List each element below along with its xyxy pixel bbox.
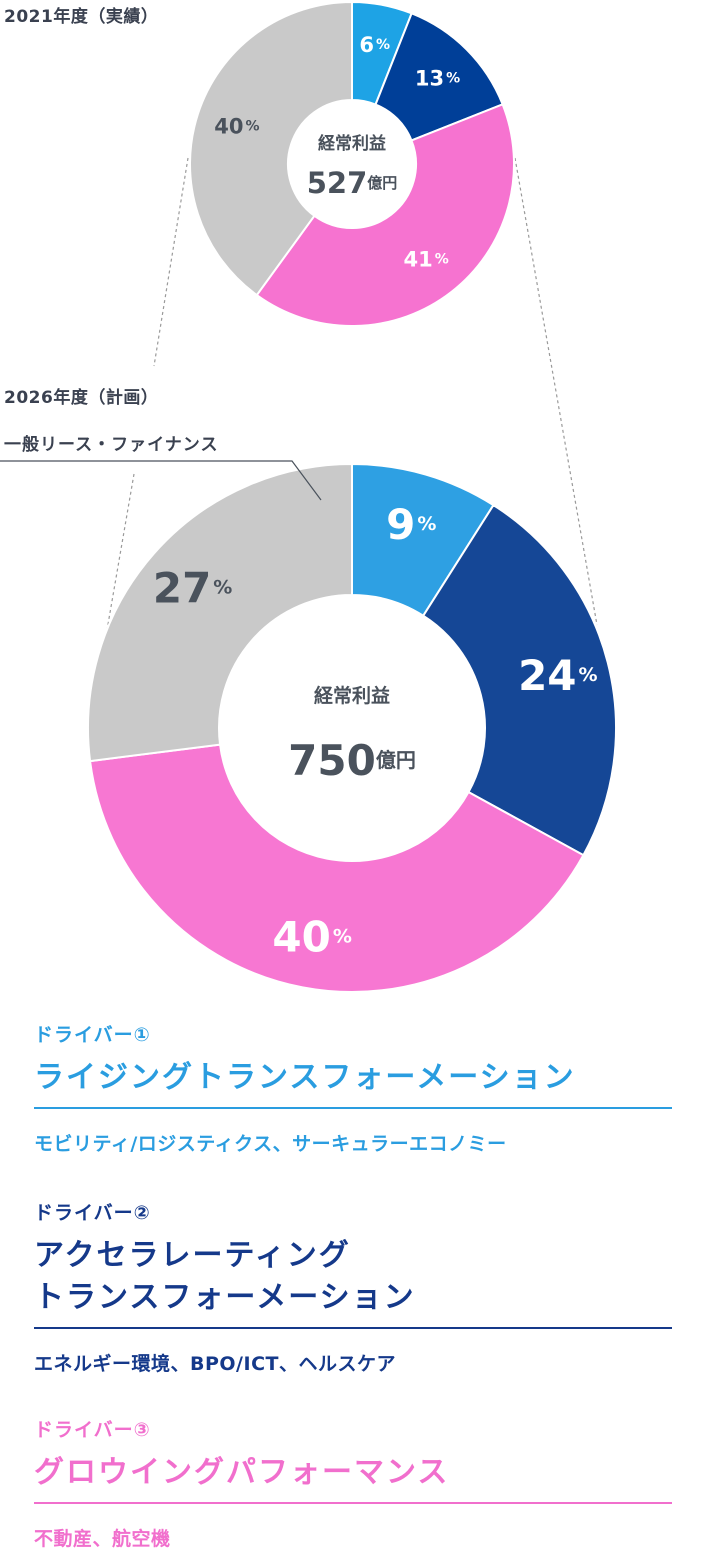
driver-2-label: ドライバー② (34, 1202, 151, 1224)
driver-3-title: グロウイングパフォーマンス (34, 1452, 672, 1494)
chart-title-2021: 2021年度（実績） (4, 7, 159, 27)
driver-1-title-line: ライジングトランスフォーメーション (34, 1060, 576, 1095)
chart2-center-label: 経常利益 (314, 684, 390, 707)
chart1-center-label: 経常利益 (318, 133, 386, 154)
chart1-slice-4 (189, 0, 353, 297)
driver-2-title-line: トランスフォーメーション (34, 1280, 416, 1315)
driver-3: ドライバー③ グロウイングパフォーマンス 不動産、航空機 (34, 1415, 672, 1551)
chart2-slice-1-label: 9% (386, 499, 436, 548)
driver-3-divider (34, 1502, 672, 1504)
chart2-center-value: 750億円 (288, 736, 416, 785)
driver-3-subtitle: 不動産、航空機 (34, 1528, 171, 1550)
chart1-slice-1-label: 6% (359, 33, 390, 57)
driver-3-title-line: グロウイングパフォーマンス (34, 1455, 450, 1490)
driver-3-label: ドライバー③ (34, 1419, 151, 1441)
chart-area: 6% 13% 41% 40% 経常利益 527億円 9% 24% 40% 27% 経常利益 750億円… (0, 0, 617, 993)
chart2-slice-2-label: 24% (518, 651, 598, 700)
driver-2-title-line: アクセラレーティング (34, 1238, 351, 1273)
driver-1-divider (34, 1107, 672, 1109)
chart2-slice-4-label: 27% (153, 563, 233, 612)
chart1-slice-2-label: 13% (415, 66, 460, 90)
driver-2-divider (34, 1327, 672, 1329)
chart2-slice-2 (421, 503, 617, 857)
chart2-slice-3 (88, 743, 585, 993)
driver-1-title: ライジングトランスフォーメーション (34, 1057, 672, 1099)
callout-label: 一般リース・ファイナンス (4, 435, 219, 455)
driver-2-subtitle: エネルギー環境、BPO/ICT、ヘルスケア (34, 1353, 396, 1375)
callout-leader-line (0, 460, 322, 501)
connector-line-left-upper (153, 157, 189, 367)
chart2-slice-3-label: 40% (272, 912, 352, 961)
connector-line-left-lower (106, 473, 135, 631)
driver-2-title: アクセラレーティング トランスフォーメーション (34, 1235, 672, 1319)
connector-line-right (514, 157, 598, 626)
donut-charts: 6 % 13 % 41 % 40 % 経常利益 527億円 9 % 24 % 40 % 27 % 経常利益 750億円 (0, 0, 617, 993)
chart1-slice-3-label: 41% (404, 248, 449, 272)
chart-title-2026: 2026年度（計画） (4, 388, 159, 408)
driver-1-subtitle: モビリティ/ロジスティクス、サーキュラーエコノミー (34, 1133, 507, 1155)
chart1-center-value: 527億円 (307, 166, 398, 200)
chart1-slice-4-label: 40% (214, 115, 259, 139)
chart1-slice-2 (374, 12, 504, 142)
driver-1: ドライバー① ライジングトランスフォーメーション モビリティ/ロジスティクス、サ… (34, 1020, 672, 1156)
chart2-slice-4 (87, 462, 353, 763)
driver-1-label: ドライバー① (34, 1024, 151, 1046)
chart1-slice-3 (255, 103, 515, 327)
driver-2: ドライバー② アクセラレーティング トランスフォーメーション エネルギー環境、B… (34, 1198, 672, 1376)
